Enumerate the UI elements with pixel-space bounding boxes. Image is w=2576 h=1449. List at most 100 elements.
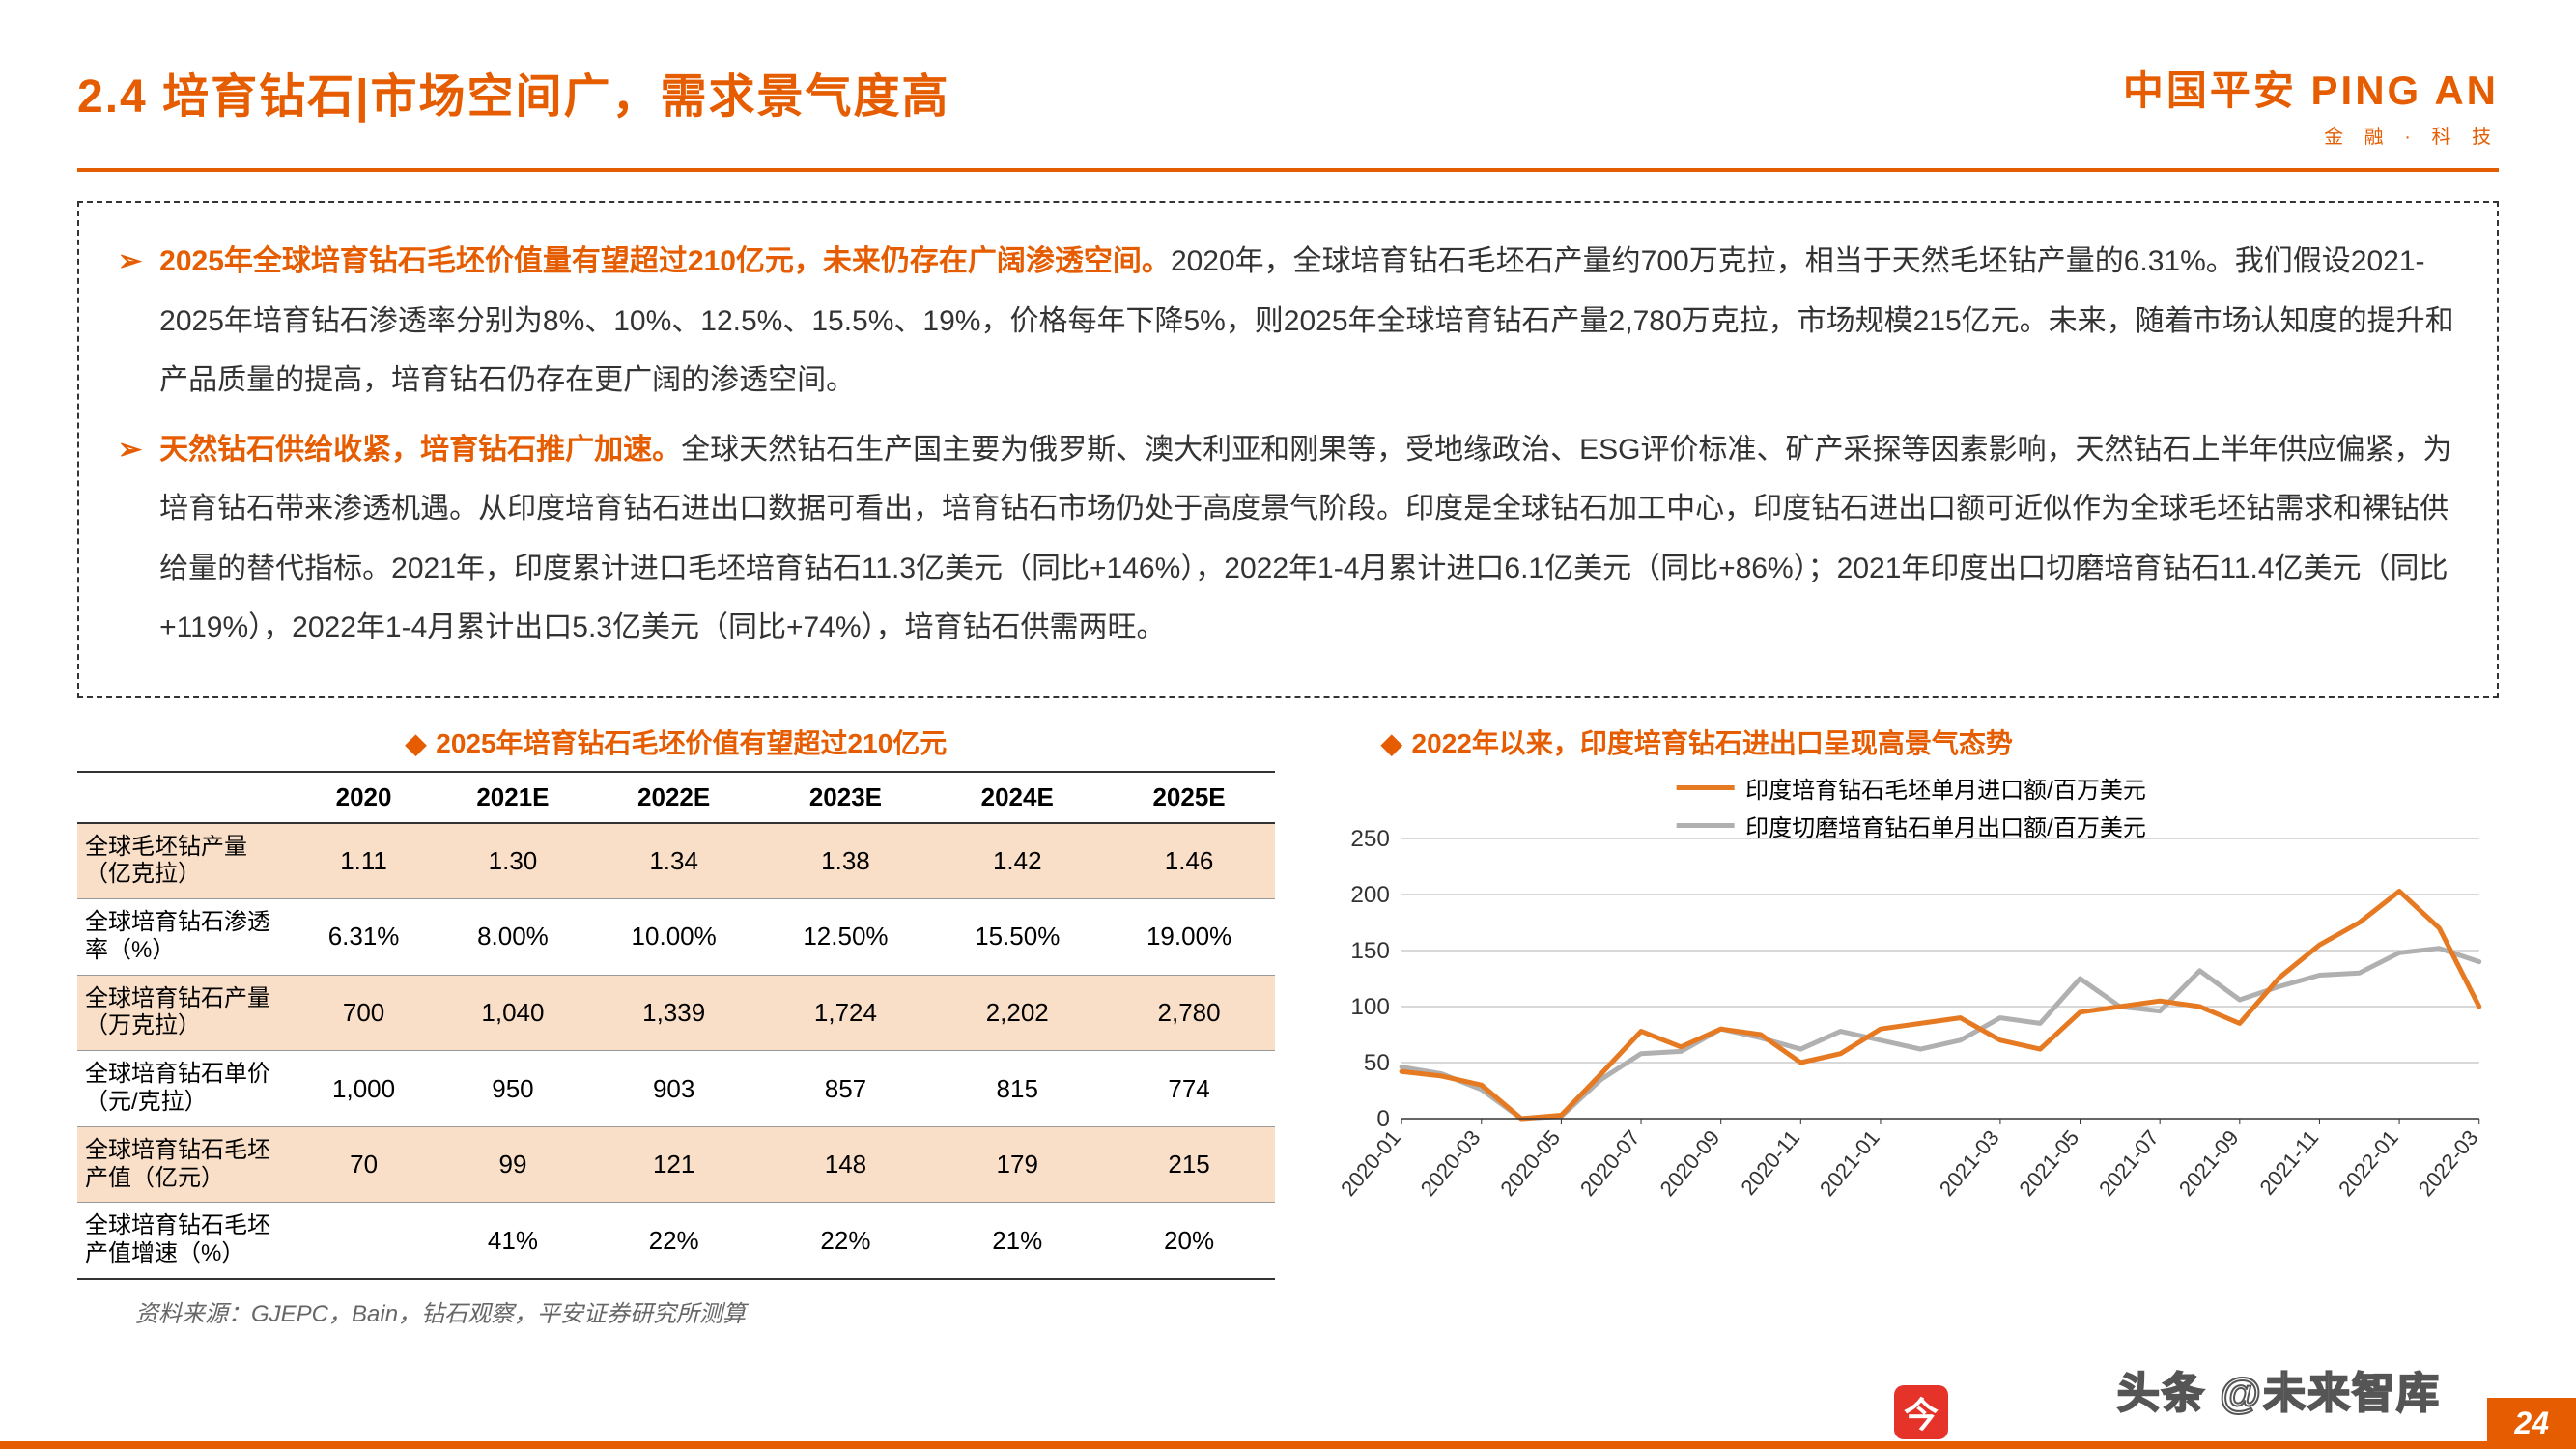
- chart-block: ◆2022年以来，印度培育钻石进出口呈现高景气态势 印度培育钻石毛坯单月进口额/…: [1323, 723, 2499, 1281]
- bullet-2-text: 天然钻石供给收紧，培育钻石推广加速。全球天然钻石生产国主要为俄罗斯、澳大利亚和刚…: [159, 420, 2458, 658]
- table-title: ◆ 2025年培育钻石毛坯价值有望超过210亿元: [77, 723, 1275, 761]
- table-cell: 1.34: [588, 823, 760, 899]
- bullet-2-lead: 天然钻石供给收紧，培育钻石推广加速。: [159, 434, 681, 466]
- logo-main: 中国平安 PING AN: [2123, 58, 2499, 117]
- svg-text:2020-05: 2020-05: [1495, 1125, 1565, 1201]
- table-cell: 700: [290, 975, 438, 1051]
- slide-title: 2.4 培育钻石|市场空间广，需求景气度高: [77, 58, 950, 126]
- table-header-row: 20202021E2022E2023E2024E2025E: [77, 772, 1275, 823]
- table-cell: 121: [588, 1126, 760, 1203]
- table-cell: 10.00%: [588, 899, 760, 976]
- brand-logo: 中国平安 PING AN 金 融 · 科 技: [2123, 58, 2499, 149]
- table-col-header: 2024E: [931, 772, 1103, 823]
- row-label: 全球培育钻石单价（元/克拉）: [77, 1051, 290, 1127]
- table-cell: 1.30: [438, 823, 588, 899]
- table-cell: 774: [1103, 1051, 1275, 1127]
- table-cell: 8.00%: [438, 899, 588, 976]
- row-label: 全球毛坯钻产量（亿克拉）: [77, 823, 290, 899]
- table-cell: 19.00%: [1103, 899, 1275, 976]
- table-row: 全球培育钻石毛坯产值增速（%）41%22%22%21%20%: [77, 1203, 1275, 1279]
- table-cell: 215: [1103, 1126, 1275, 1203]
- svg-text:250: 250: [1350, 826, 1390, 852]
- bullet-1-text: 2025年全球培育钻石毛坯价值量有望超过210亿元，未来仍存在广阔渗透空间。20…: [159, 232, 2458, 411]
- svg-text:2020-07: 2020-07: [1575, 1125, 1645, 1201]
- table-cell: 1,040: [438, 975, 588, 1051]
- table-col-header: 2023E: [760, 772, 932, 823]
- svg-text:50: 50: [1364, 1050, 1390, 1076]
- table-col-header: 2022E: [588, 772, 760, 823]
- row-label: 全球培育钻石毛坯产值增速（%）: [77, 1203, 290, 1279]
- svg-text:150: 150: [1350, 938, 1390, 964]
- table-cell: 1.11: [290, 823, 438, 899]
- legend-label-import: 印度培育钻石毛坯单月进口额/百万美元: [1745, 771, 2146, 805]
- bullet-arrow-icon: ➢: [118, 420, 142, 658]
- chart-legend: 印度培育钻石毛坯单月进口额/百万美元 印度切磨培育钻石单月出口额/百万美元: [1676, 771, 2146, 846]
- table-cell: 1,000: [290, 1051, 438, 1127]
- footer-bar: [0, 1441, 2576, 1449]
- table-cell: 15.50%: [931, 899, 1103, 976]
- bullet-arrow-icon: ➢: [118, 232, 142, 411]
- table-cell: 22%: [588, 1203, 760, 1279]
- table-cell: 903: [588, 1051, 760, 1127]
- logo-sub: 金 融 · 科 技: [2123, 121, 2499, 149]
- table-cell: 2,202: [931, 975, 1103, 1051]
- svg-text:2022-01: 2022-01: [2334, 1125, 2403, 1201]
- table-row: 全球培育钻石渗透率（%）6.31%8.00%10.00%12.50%15.50%…: [77, 899, 1275, 976]
- diamond-icon: ◆: [406, 728, 427, 758]
- watermark-text: 头条 @未来智库: [2117, 1358, 2441, 1420]
- table-cell: 20%: [1103, 1203, 1275, 1279]
- table-cell: 179: [931, 1126, 1103, 1203]
- table-block: ◆ 2025年培育钻石毛坯价值有望超过210亿元 20202021E2022E20…: [77, 723, 1275, 1281]
- chart-area: 印度培育钻石毛坯单月进口额/百万美元 印度切磨培育钻石单月出口额/百万美元 05…: [1323, 771, 2499, 1225]
- svg-text:200: 200: [1350, 882, 1390, 908]
- svg-text:2020-09: 2020-09: [1656, 1125, 1725, 1201]
- legend-label-export: 印度切磨培育钻石单月出口额/百万美元: [1745, 809, 2146, 842]
- svg-text:100: 100: [1350, 994, 1390, 1020]
- diamond-icon: ◆: [1381, 728, 1402, 758]
- table-row: 全球培育钻石单价（元/克拉）1,000950903857815774: [77, 1051, 1275, 1127]
- legend-item-import: 印度培育钻石毛坯单月进口额/百万美元: [1676, 771, 2146, 805]
- lower-section: ◆ 2025年培育钻石毛坯价值有望超过210亿元 20202021E2022E20…: [77, 723, 2499, 1281]
- header-row: 2.4 培育钻石|市场空间广，需求景气度高 中国平安 PING AN 金 融 ·…: [77, 58, 2499, 149]
- table-body: 全球毛坯钻产量（亿克拉）1.111.301.341.381.421.46全球培育…: [77, 823, 1275, 1280]
- chart-title: ◆2022年以来，印度培育钻石进出口呈现高景气态势: [1323, 723, 2499, 761]
- svg-text:2021-03: 2021-03: [1935, 1125, 2004, 1201]
- table-cell: 1.42: [931, 823, 1103, 899]
- table-cell: 6.31%: [290, 899, 438, 976]
- source-text: 资料来源：GJEPC，Bain，钻石观察，平安证券研究所测算: [77, 1294, 2499, 1328]
- table-col-header: [77, 772, 290, 823]
- svg-text:2020-01: 2020-01: [1336, 1125, 1405, 1201]
- table-cell: 148: [760, 1126, 932, 1203]
- table-cell: 22%: [760, 1203, 932, 1279]
- table-cell: 41%: [438, 1203, 588, 1279]
- table-col-header: 2025E: [1103, 772, 1275, 823]
- svg-text:2022-03: 2022-03: [2414, 1125, 2483, 1201]
- toutiao-logo-icon: 今: [1894, 1385, 1948, 1439]
- row-label: 全球培育钻石渗透率（%）: [77, 899, 290, 976]
- bullet-1: ➢ 2025年全球培育钻石毛坯价值量有望超过210亿元，未来仍存在广阔渗透空间。…: [118, 232, 2458, 411]
- svg-text:2020-11: 2020-11: [1736, 1125, 1804, 1200]
- table-cell: 70: [290, 1126, 438, 1203]
- table-cell: 1.38: [760, 823, 932, 899]
- table-row: 全球毛坯钻产量（亿克拉）1.111.301.341.381.421.46: [77, 823, 1275, 899]
- slide: 2.4 培育钻石|市场空间广，需求景气度高 中国平安 PING AN 金 融 ·…: [0, 0, 2576, 1449]
- svg-text:2021-01: 2021-01: [1815, 1125, 1884, 1201]
- page-number: 24: [2487, 1398, 2576, 1449]
- summary-box: ➢ 2025年全球培育钻石毛坯价值量有望超过210亿元，未来仍存在广阔渗透空间。…: [77, 201, 2499, 698]
- svg-text:2020-03: 2020-03: [1416, 1125, 1486, 1201]
- row-label: 全球培育钻石产量（万克拉）: [77, 975, 290, 1051]
- table-cell: 950: [438, 1051, 588, 1127]
- table-cell: 1,724: [760, 975, 932, 1051]
- title-underline: [77, 168, 2499, 172]
- table-cell: 857: [760, 1051, 932, 1127]
- table-title-text: 2025年培育钻石毛坯价值有望超过210亿元: [436, 728, 947, 758]
- table-cell: [290, 1203, 438, 1279]
- svg-text:2021-11: 2021-11: [2254, 1125, 2323, 1200]
- table-row: 全球培育钻石毛坯产值（亿元）7099121148179215: [77, 1126, 1275, 1203]
- table-cell: 1,339: [588, 975, 760, 1051]
- svg-text:2021-07: 2021-07: [2094, 1125, 2164, 1201]
- table-cell: 1.46: [1103, 823, 1275, 899]
- bullet-2: ➢ 天然钻石供给收紧，培育钻石推广加速。全球天然钻石生产国主要为俄罗斯、澳大利亚…: [118, 420, 2458, 658]
- table-row: 全球培育钻石产量（万克拉）7001,0401,3391,7242,2022,78…: [77, 975, 1275, 1051]
- forecast-table: 20202021E2022E2023E2024E2025E 全球毛坯钻产量（亿克…: [77, 771, 1275, 1281]
